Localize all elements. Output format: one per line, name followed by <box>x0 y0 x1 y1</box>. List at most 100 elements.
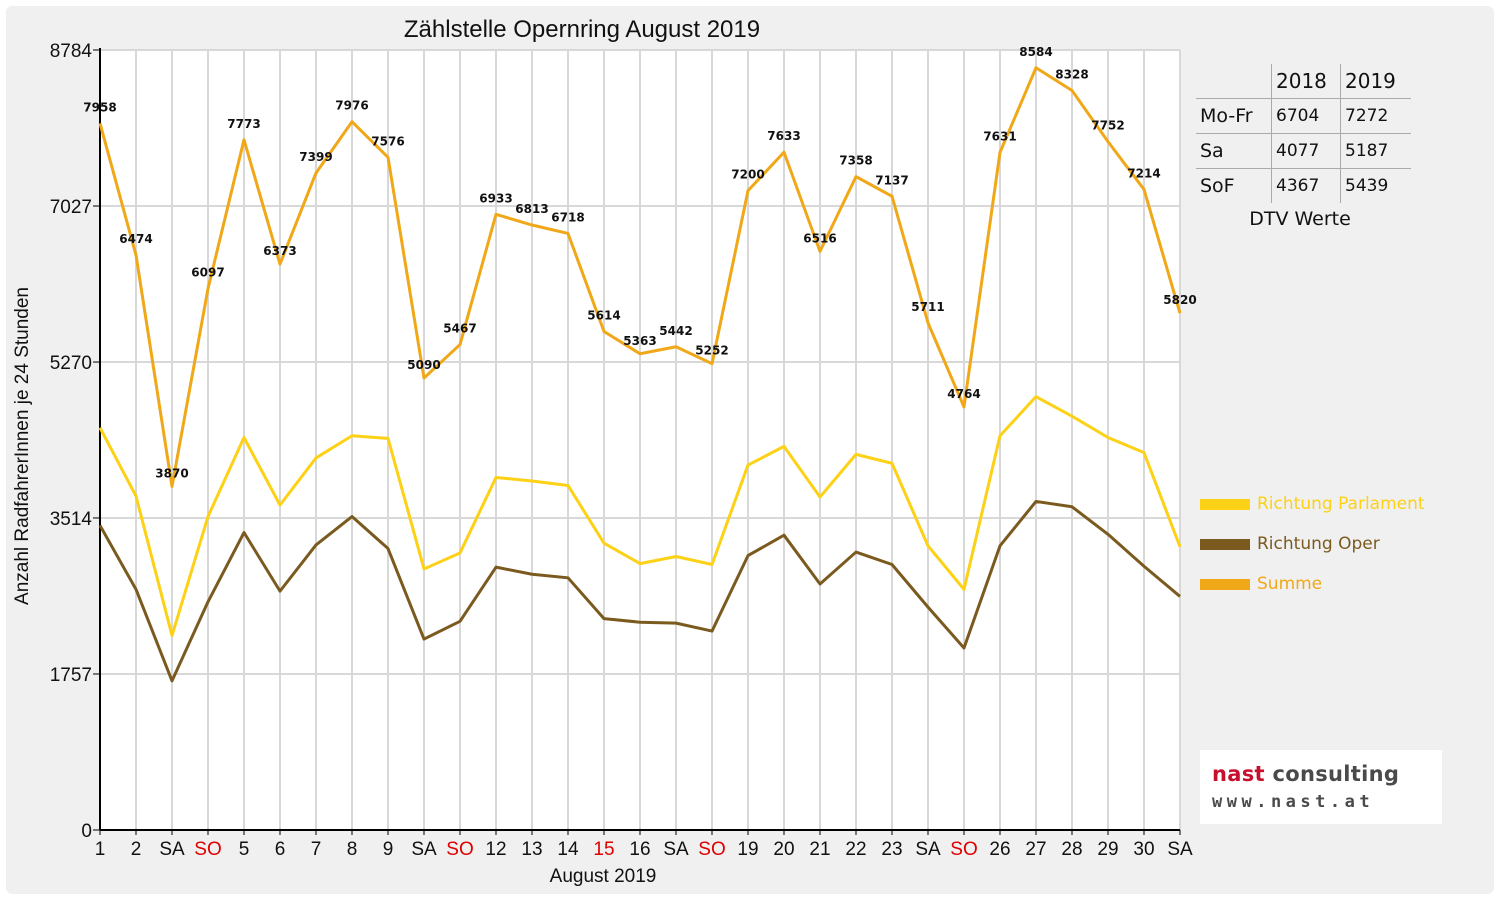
dtv-header-row: 2018 2019 <box>1196 64 1411 99</box>
data-label: 6516 <box>803 231 836 245</box>
dtv-cell: Mo-Fr <box>1196 98 1272 134</box>
dtv-cell: 5439 <box>1340 168 1411 203</box>
data-label: 6813 <box>515 202 548 216</box>
x-tick-label: 22 <box>845 839 866 860</box>
x-tick-label: 16 <box>629 839 650 860</box>
x-tick-label: 1 <box>95 839 106 860</box>
x-tick-label: SA <box>1167 839 1193 860</box>
x-tick-label: SO <box>698 839 725 860</box>
dtv-cell: SoF <box>1196 168 1272 203</box>
data-label: 5711 <box>911 300 944 314</box>
x-tick-label: 14 <box>557 839 579 860</box>
y-tick-label: 8784 <box>50 41 93 62</box>
x-tick-label: 30 <box>1133 839 1154 860</box>
legend-label: Richtung Oper <box>1257 534 1380 554</box>
x-tick-label: 27 <box>1025 839 1046 860</box>
x-tick-label: 26 <box>989 839 1010 860</box>
data-label: 5090 <box>407 358 440 372</box>
logo-brand-grey: consulting <box>1264 762 1400 786</box>
legend-swatch <box>1200 538 1250 550</box>
data-label: 7633 <box>767 129 800 143</box>
dtv-header-cell <box>1196 64 1272 99</box>
data-label: 6933 <box>479 191 512 205</box>
data-label: 7976 <box>335 99 368 113</box>
data-label: 7773 <box>227 117 260 131</box>
data-label: 7752 <box>1091 119 1124 133</box>
x-tick-label: SA <box>915 839 941 860</box>
series-line-richtung-oper <box>98 499 1181 683</box>
data-label: 5820 <box>1163 293 1196 307</box>
x-tick-label: SA <box>411 839 437 860</box>
data-label: 3870 <box>155 466 188 480</box>
legend-label: Summe <box>1257 574 1323 594</box>
line-chart: Zählstelle Opernring August 2019 Anzahl … <box>12 16 1197 887</box>
x-tick-label: 5 <box>239 839 250 860</box>
x-tick-label: 7 <box>311 839 322 860</box>
dtv-row: SoF 4367 5439 <box>1196 168 1411 203</box>
x-tick-label: SO <box>194 839 221 860</box>
legend-label: Richtung Parlament <box>1257 494 1425 514</box>
data-label: 7958 <box>83 100 116 114</box>
y-tick-label: 7027 <box>50 197 92 218</box>
dtv-cell: 4367 <box>1271 168 1341 203</box>
data-label: 7137 <box>875 173 908 187</box>
dtv-row: Mo-Fr 6704 7272 <box>1196 98 1411 134</box>
x-tick-label: SA <box>663 839 689 860</box>
logo-wordmark: nast consulting <box>1212 762 1399 786</box>
data-label: 6718 <box>551 210 584 224</box>
data-label: 6097 <box>191 266 224 280</box>
data-label: 5467 <box>443 322 476 336</box>
legend-item-oper: Richtung Oper <box>1200 524 1425 564</box>
data-label: 7214 <box>1127 166 1160 180</box>
x-tick-label: 20 <box>773 839 794 860</box>
data-label: 6474 <box>119 232 152 246</box>
y-axis-label: Anzahl RadfahrerInnen je 24 Stunden <box>12 287 33 605</box>
x-tick-label: 19 <box>737 839 758 860</box>
data-label: 5614 <box>587 308 620 322</box>
y-tick-label: 5270 <box>50 353 92 374</box>
series-line-summe <box>98 66 1182 488</box>
x-tick-label: 15 <box>593 839 614 860</box>
dtv-caption: DTV Werte <box>1249 208 1351 230</box>
y-tick-label: 1757 <box>50 665 92 686</box>
data-label: 4764 <box>947 387 980 401</box>
x-tick-label: 13 <box>521 839 542 860</box>
legend-item-parlament: Richtung Parlament <box>1200 484 1425 524</box>
data-label: 7631 <box>983 129 1016 143</box>
dtv-cell: Sa <box>1196 133 1272 169</box>
y-tick-label: 3514 <box>50 509 93 530</box>
data-label: 8584 <box>1019 45 1052 59</box>
data-label: 7576 <box>371 134 404 148</box>
data-label: 6373 <box>263 244 296 258</box>
data-label: 7358 <box>839 154 872 168</box>
x-tick-label: 29 <box>1097 839 1118 860</box>
x-tick-label: 28 <box>1061 839 1082 860</box>
data-label: 8328 <box>1055 67 1088 81</box>
x-tick-label: 8 <box>347 839 358 860</box>
x-tick-label: 23 <box>881 839 902 860</box>
legend-swatch <box>1200 498 1250 510</box>
x-axis-label: August 2019 <box>550 866 657 887</box>
x-tick-label: 21 <box>809 839 830 860</box>
logo-brand-red: nast <box>1212 762 1265 786</box>
x-tick-label: 2 <box>131 839 142 860</box>
dtv-table: 2018 2019 Mo-Fr 6704 7272 Sa 4077 5187 S… <box>1196 64 1411 203</box>
data-label: 5363 <box>623 334 656 348</box>
y-tick-label: 0 <box>81 821 92 842</box>
data-label: 7399 <box>299 150 332 164</box>
dtv-row: Sa 4077 5187 <box>1196 133 1411 169</box>
data-label: 5442 <box>659 324 692 338</box>
legend: Richtung Parlament Richtung Oper Summe <box>1200 484 1425 604</box>
dtv-cell: 5187 <box>1340 133 1411 169</box>
chart-title: Zählstelle Opernring August 2019 <box>404 16 760 43</box>
dtv-cell: 7272 <box>1340 98 1411 134</box>
dtv-header-cell: 2019 <box>1345 69 1396 93</box>
x-tick-label: SO <box>446 839 473 860</box>
logo-url: www.nast.at <box>1212 792 1375 812</box>
x-tick-label: 6 <box>275 839 286 860</box>
legend-swatch <box>1200 578 1250 590</box>
data-label: 7200 <box>731 168 764 182</box>
x-tick-label: 9 <box>383 839 394 860</box>
dtv-cell: 6704 <box>1271 98 1341 134</box>
chart-frame: Zählstelle Opernring August 2019 Anzahl … <box>6 6 1494 894</box>
